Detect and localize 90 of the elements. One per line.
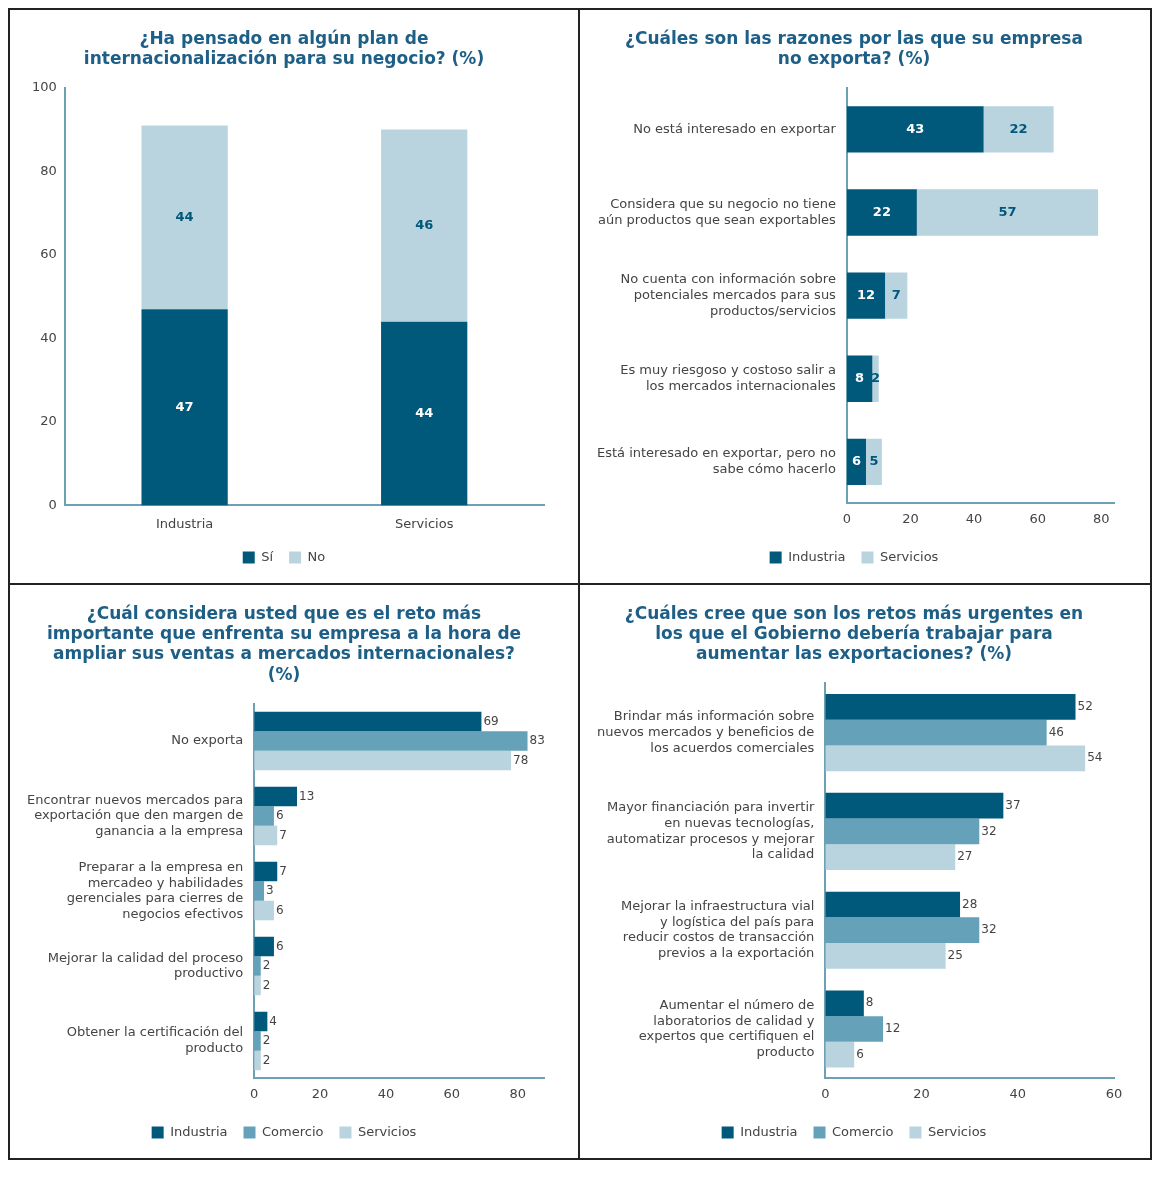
legend-label: No bbox=[307, 548, 326, 564]
data-label: 43 bbox=[906, 120, 925, 136]
data-label: 6 bbox=[856, 1046, 864, 1061]
y-tick-label: Es muy riesgoso y costoso salir a los mercados internacionales bbox=[620, 362, 837, 393]
data-label: 2 bbox=[262, 977, 271, 992]
legend-label: Industria bbox=[170, 1123, 228, 1139]
y-tick-label: No está interesado en exportar bbox=[633, 120, 837, 136]
x-tick-label: 20 bbox=[902, 510, 919, 526]
data-label: 22 bbox=[872, 203, 891, 219]
data-label: 46 bbox=[415, 216, 434, 232]
data-label: 13 bbox=[299, 788, 315, 803]
y-tick-label: Mejorar la calidad del proceso productivo bbox=[47, 949, 244, 981]
data-label: 52 bbox=[1077, 699, 1093, 714]
y-tick-label: 60 bbox=[40, 246, 57, 262]
chart-title: ¿Cuál considera usted que es el reto más importante que enfrenta su empresa a la hora de ampliar sus ventas a mercados internacionales? (%) bbox=[46, 602, 522, 684]
data-label: 37 bbox=[1005, 797, 1021, 812]
legend-label: Sí bbox=[261, 548, 274, 564]
data-label: 2 bbox=[262, 1052, 271, 1067]
x-tick-label: 40 bbox=[965, 510, 983, 526]
data-label: 78 bbox=[513, 752, 529, 767]
y-tick-label: 100 bbox=[31, 79, 57, 95]
y-tick-label: 20 bbox=[40, 413, 57, 429]
legend-label: Servicios bbox=[879, 548, 939, 564]
legend-label: Servicios bbox=[357, 1123, 417, 1139]
data-label: 46 bbox=[1048, 724, 1064, 739]
data-label: 83 bbox=[529, 733, 545, 748]
x-tick-label: Industria bbox=[155, 515, 214, 531]
x-tick-label: 60 bbox=[1029, 510, 1046, 526]
x-tick-label: 40 bbox=[1009, 1085, 1027, 1101]
data-label: 57 bbox=[998, 203, 1017, 219]
data-label: 44 bbox=[415, 404, 434, 420]
y-tick-label: No exporta bbox=[171, 732, 244, 748]
data-label: 4 bbox=[269, 1013, 277, 1028]
x-tick-label: 80 bbox=[509, 1085, 526, 1101]
y-tick-label: Preparar a la empresa en mercadeo y habilidades gerenciales para cierres de negocios efectivos bbox=[66, 858, 244, 921]
legend-label: Comercio bbox=[262, 1123, 324, 1139]
y-tick-label: Aumentar el número de laboratorios de calidad y expertos que certifiquen el producto bbox=[638, 996, 815, 1059]
data-label: 3 bbox=[266, 883, 274, 898]
x-tick-label: 60 bbox=[443, 1085, 461, 1101]
data-label: 12 bbox=[856, 286, 876, 302]
x-tick-label: 60 bbox=[1105, 1085, 1123, 1101]
legend-label: Industria bbox=[740, 1123, 798, 1139]
data-label: 22 bbox=[1009, 120, 1028, 136]
chart-title: ¿Ha pensado en algún plan de internacionalización para su negocio? (%) bbox=[83, 27, 485, 69]
data-label: 25 bbox=[947, 948, 963, 963]
x-tick-label: 20 bbox=[311, 1085, 329, 1101]
y-tick-label: Encontrar nuevos mercados para exportación que den margen de ganancia a la empresa bbox=[26, 791, 244, 839]
data-label: 7 bbox=[279, 863, 287, 878]
data-label: 6 bbox=[275, 902, 284, 917]
data-label: 6 bbox=[275, 808, 284, 823]
data-label: 2 bbox=[871, 370, 881, 386]
data-label: 8 bbox=[865, 995, 874, 1010]
y-tick-label: Mejorar la infraestructura vial y logística del país para reducir costos de transacción previos a la exportación bbox=[621, 898, 815, 960]
data-label: 27 bbox=[957, 849, 973, 864]
x-tick-label: Servicios bbox=[395, 515, 454, 531]
data-label: 32 bbox=[981, 823, 997, 838]
y-tick-label: Considera que su negocio no tiene aún productos que sean exportables bbox=[598, 196, 837, 227]
x-tick-label: 0 bbox=[842, 510, 852, 526]
legend-label: Comercio bbox=[832, 1123, 894, 1139]
data-label: 47 bbox=[175, 398, 194, 414]
y-tick-label: 80 bbox=[40, 162, 57, 178]
y-tick-label: Obtener la certificación del producto bbox=[66, 1024, 244, 1056]
x-tick-label: 80 bbox=[1093, 510, 1110, 526]
data-label: 28 bbox=[962, 896, 978, 911]
legend-label: Industria bbox=[788, 548, 846, 564]
x-tick-label: 40 bbox=[377, 1085, 395, 1101]
data-label: 44 bbox=[175, 208, 194, 224]
data-label: 6 bbox=[275, 938, 284, 953]
y-tick-label: 40 bbox=[40, 329, 57, 345]
y-tick-label: Está interesado en exportar, pero no sabe cómo hacerlo bbox=[596, 445, 836, 477]
data-label: 2 bbox=[262, 958, 271, 973]
data-label: 6 bbox=[851, 453, 861, 469]
data-label: 69 bbox=[483, 713, 499, 728]
x-tick-label: 20 bbox=[913, 1085, 930, 1101]
data-label: 12 bbox=[885, 1021, 901, 1036]
data-label: 7 bbox=[279, 827, 287, 842]
chart-title: ¿Cuáles son las razones por las que su empresa no exporta? (%) bbox=[625, 27, 1083, 69]
y-tick-label: No cuenta con información sobre potenciales mercados para sus productos/servicios bbox=[620, 271, 837, 318]
y-tick-label: 0 bbox=[48, 496, 57, 512]
y-tick-label: Mayor financiación para invertir en nuevas tecnologías, automatizar procesos y mejorar la calidad bbox=[606, 799, 815, 862]
data-label: 54 bbox=[1087, 750, 1103, 765]
data-label: 32 bbox=[981, 922, 997, 937]
data-label: 7 bbox=[891, 286, 901, 302]
y-tick-label: Brindar más información sobre nuevos mercados y beneficios de los acuerdos comerciales bbox=[597, 708, 815, 755]
data-label: 2 bbox=[262, 1033, 271, 1048]
legend-label: Servicios bbox=[927, 1123, 987, 1139]
chart-title: ¿Cuáles cree que son los retos más urgentes en los que el Gobierno debería trabajar para aumentar las exportaciones? (%) bbox=[624, 602, 1084, 664]
x-tick-label: 0 bbox=[250, 1085, 259, 1101]
data-label: 8 bbox=[855, 370, 865, 386]
data-label: 5 bbox=[869, 453, 879, 469]
